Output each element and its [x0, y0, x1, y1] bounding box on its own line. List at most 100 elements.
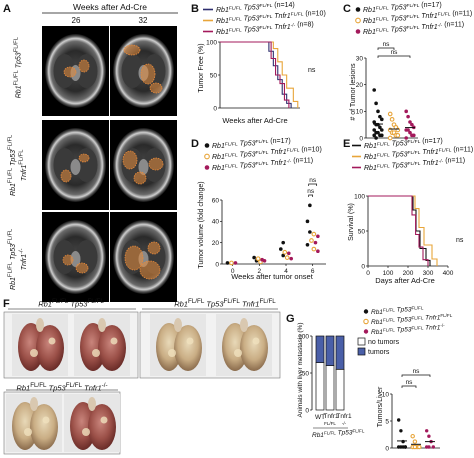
data-point [408, 120, 412, 124]
panel-e-series-line [368, 195, 438, 266]
data-point [376, 130, 380, 135]
panel-b-y-tick-label: 50 [210, 72, 218, 79]
data-point [255, 256, 261, 262]
data-point [289, 256, 294, 261]
data-point [378, 125, 382, 130]
data-point [387, 111, 393, 117]
legend-entry: Rb1FL/FL Tp53FL/FL Tnfr1FL/FL [371, 313, 453, 326]
legend-entry: Rb1FL/FL Tp53FL/FL Tnfr1FL/FL (n=10) [212, 147, 322, 161]
panel-b: B Rb1FL/FL Tp53FL/FL (n=14)Rb1FL/FL Tp53… [191, 2, 326, 125]
ct-heart [138, 159, 149, 175]
data-point [427, 434, 431, 438]
panel-e-plot: 0 50 100 0 100 200 300 400 [354, 193, 454, 277]
panel-b-series-line [220, 41, 299, 108]
legend-box-label: no tumors [368, 339, 400, 346]
ct-left-lung [121, 54, 144, 88]
legend-marker [204, 165, 210, 170]
tumor-outline [78, 59, 90, 73]
data-point [311, 246, 317, 252]
panel-d: D Rb1FL/FL Tp53FL/FL (n=17)Rb1FL/FL Tp53… [191, 138, 326, 281]
panel-e: E Rb1FL/FL Tp53FL/FL (n=17)Rb1FL/FL Tp53… [343, 138, 473, 285]
panel-d-ylabel: Tumor volume (fold change) [198, 181, 205, 268]
trachea [174, 318, 182, 332]
significance-bracket [401, 385, 417, 388]
tumor-outline [62, 254, 74, 266]
panel-c-legend: Rb1FL/FL Tp53FL/FL (n=17)Rb1FL/FL Tp53FL… [355, 2, 472, 36]
lung-lobe [174, 325, 202, 371]
data-point [225, 261, 230, 265]
data-point [408, 130, 412, 135]
panel-b-xlabel: Weeks after Ad-Cre [222, 116, 287, 125]
data-point [378, 114, 382, 119]
bar-tumors [325, 335, 335, 366]
data-point [308, 203, 312, 208]
legend-marker [204, 143, 210, 148]
panel-g-dot-y-tick-label: 5 [385, 418, 389, 425]
tumor-outline [139, 260, 161, 280]
tumor-outline [133, 171, 147, 185]
tumor-nodule [24, 428, 32, 436]
lung-lobe [98, 325, 126, 371]
data-point [305, 219, 310, 224]
lung-lobe [70, 402, 96, 450]
bar-no-tumors [325, 365, 335, 411]
data-point [417, 444, 422, 450]
data-point [412, 439, 418, 444]
panel-g-dot-y-tick-label: 10 [382, 391, 390, 398]
panel-d-y-tick-label: 20 [212, 240, 220, 247]
panel-e-legend: Rb1FL/FL Tp53FL/FL (n=17)Rb1FL/FL Tp53FL… [352, 138, 473, 172]
panel-e-series-line [368, 195, 431, 266]
ct-scan-image [42, 120, 109, 210]
legend-marker [204, 153, 210, 160]
data-point [372, 120, 377, 124]
tumor-outline [123, 44, 141, 56]
panel-e-y-tick-label: 50 [358, 228, 366, 235]
panel-d-x-tick-label: 2 [258, 268, 262, 275]
panel-d-x-tick-label: 0 [231, 268, 235, 275]
data-point [281, 240, 286, 245]
tumor-outline [63, 66, 77, 78]
data-point [410, 122, 414, 127]
data-point [316, 249, 320, 253]
panel-b-y-tick-label: 0 [213, 105, 217, 112]
panel-e-series-line [368, 195, 429, 266]
tumor-outline [149, 82, 163, 94]
legend-entry: Rb1FL/FL Tp53FL/FL [371, 305, 424, 316]
week-label-32: 32 [139, 16, 148, 25]
panel-d-y-tick-label: 60 [212, 197, 220, 204]
significance-bracket [308, 194, 314, 197]
panel-g-dot-ylabel: Tumors/Liver [377, 386, 384, 427]
significance-label: ns [391, 49, 399, 56]
legend-entry: Rb1FL/FL Tp53FL/FL Tnfr1-/- (n=8) [216, 22, 314, 36]
panel-a: A Weeks after Ad-Cre 26 32 [3, 2, 178, 302]
panel-letter-c: C [343, 3, 351, 15]
ct-scan-image [110, 26, 177, 116]
tumor-outline [140, 63, 156, 85]
ct-scan-image [42, 26, 109, 116]
panel-g-x-label: WT [315, 414, 325, 421]
lung-lobe [80, 323, 106, 371]
panel-letter-a: A [3, 3, 11, 15]
significance-bracket [377, 55, 411, 58]
panel-c-y-tick-label: 30 [356, 55, 364, 62]
legend-entry: Rb1FL/FL Tp53FL/FL (n=17) [364, 138, 443, 150]
panel-e-x-tick-label: 200 [403, 270, 414, 277]
panel-d-x-tick-label: 6 [311, 268, 315, 275]
panel-g-x-sublabel: FL/FL [324, 421, 336, 426]
lung-lobe [222, 323, 248, 371]
lung-photo-group [139, 311, 281, 379]
panel-g: G Animals with liver metastasis (%) 0501… [286, 305, 453, 452]
panel-e-y-tick-label: 0 [361, 263, 365, 270]
lung-lobe [30, 404, 58, 450]
legend-entry: Rb1FL/FL Tp53FL/FL (n=17) [212, 138, 291, 150]
data-point [380, 128, 384, 132]
data-point [287, 251, 291, 256]
trachea [30, 397, 38, 411]
panel-d-x-tick-label: 4 [284, 268, 288, 275]
panel-g-y-tick-label: 100 [298, 333, 309, 340]
data-point [372, 133, 377, 138]
data-point [260, 257, 264, 262]
